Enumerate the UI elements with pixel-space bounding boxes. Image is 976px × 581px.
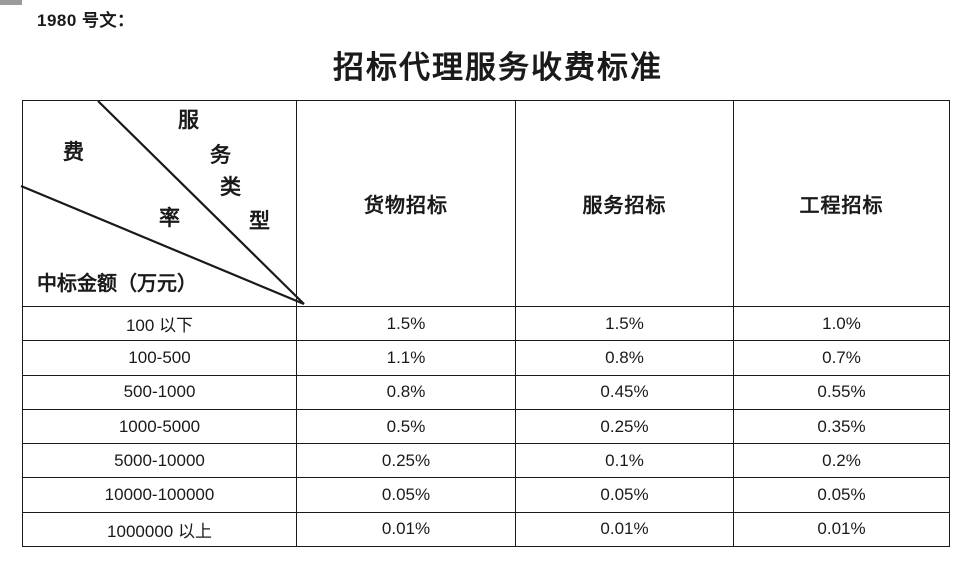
- fee-cell: 0.05%: [733, 477, 950, 513]
- column-header-goods: 货物招标: [296, 100, 516, 307]
- diagonal-line-upper: [97, 100, 305, 305]
- table-row: 1000000 以上 0.01% 0.01% 0.01%: [22, 511, 950, 548]
- table-row: 1000-5000 0.5% 0.25% 0.35%: [22, 408, 950, 445]
- fee-cell: 0.05%: [515, 477, 734, 513]
- corner-header-cell: 服 费 务 类 率 型 中标金额（万元）: [20, 100, 305, 307]
- fee-cell: 0.8%: [515, 340, 734, 376]
- fee-cell: 0.2%: [733, 443, 950, 479]
- scan-artifact-mark: [0, 0, 22, 5]
- row-label: 100-500: [22, 340, 297, 376]
- fee-cell: 1.5%: [515, 305, 734, 342]
- column-header-service: 服务招标: [515, 100, 734, 307]
- fee-cell: 0.7%: [733, 340, 950, 376]
- table-row: 5000-10000 0.25% 0.1% 0.2%: [22, 443, 950, 479]
- row-label: 5000-10000: [22, 443, 297, 479]
- fee-cell: 0.35%: [733, 408, 950, 445]
- fee-cell: 1.0%: [733, 305, 950, 342]
- diagonal-line-lower: [20, 184, 305, 306]
- row-label: 500-1000: [22, 374, 297, 410]
- fee-cell: 0.55%: [733, 374, 950, 410]
- header-row: 服 费 务 类 率 型 中标金额（万元） 货物招标 服务招标 工程招标: [20, 100, 950, 307]
- fee-cell: 0.05%: [296, 477, 516, 513]
- row-label: 1000000 以上: [22, 511, 297, 548]
- fee-cell: 0.25%: [296, 443, 516, 479]
- fee-cell: 0.01%: [296, 511, 516, 548]
- row-label: 1000-5000: [22, 408, 297, 445]
- diagonal-divider-lines: [20, 100, 305, 306]
- table-row: 100-500 1.1% 0.8% 0.7%: [22, 340, 950, 376]
- corner-type-char-2: 务: [210, 143, 231, 167]
- corner-type-char-4: 型: [249, 209, 270, 233]
- fee-cell: 1.5%: [296, 305, 516, 342]
- fee-standard-table: 服 费 务 类 率 型 中标金额（万元） 货物招标 服务招标 工程招标 100 …: [20, 100, 950, 548]
- corner-amount-label: 中标金额（万元）: [37, 273, 197, 295]
- fee-cell: 0.8%: [296, 374, 516, 410]
- table-row: 10000-100000 0.05% 0.05% 0.05%: [22, 477, 950, 513]
- corner-rate-char-2: 率: [159, 206, 180, 230]
- fee-cell: 0.01%: [515, 511, 734, 548]
- column-header-project: 工程招标: [733, 100, 950, 307]
- row-label: 10000-100000: [22, 477, 297, 513]
- fee-cell: 0.01%: [733, 511, 950, 548]
- fee-cell: 0.1%: [515, 443, 734, 479]
- corner-rate-char-1: 费: [63, 140, 84, 164]
- fee-cell: 0.5%: [296, 408, 516, 445]
- table-row: 100 以下 1.5% 1.5% 1.0%: [22, 305, 950, 342]
- fee-cell: 0.45%: [515, 374, 734, 410]
- table-row: 500-1000 0.8% 0.45% 0.55%: [22, 374, 950, 410]
- page-title: 招标代理服务收费标准: [333, 50, 663, 85]
- corner-header-content: 服 费 务 类 率 型 中标金额（万元）: [20, 100, 305, 306]
- document-ref-label: 1980 号文：: [37, 11, 135, 30]
- row-label: 100 以下: [22, 305, 297, 342]
- corner-type-char-3: 类: [220, 175, 241, 199]
- corner-type-char-1: 服: [178, 108, 199, 132]
- fee-cell: 1.1%: [296, 340, 516, 376]
- fee-cell: 0.25%: [515, 408, 734, 445]
